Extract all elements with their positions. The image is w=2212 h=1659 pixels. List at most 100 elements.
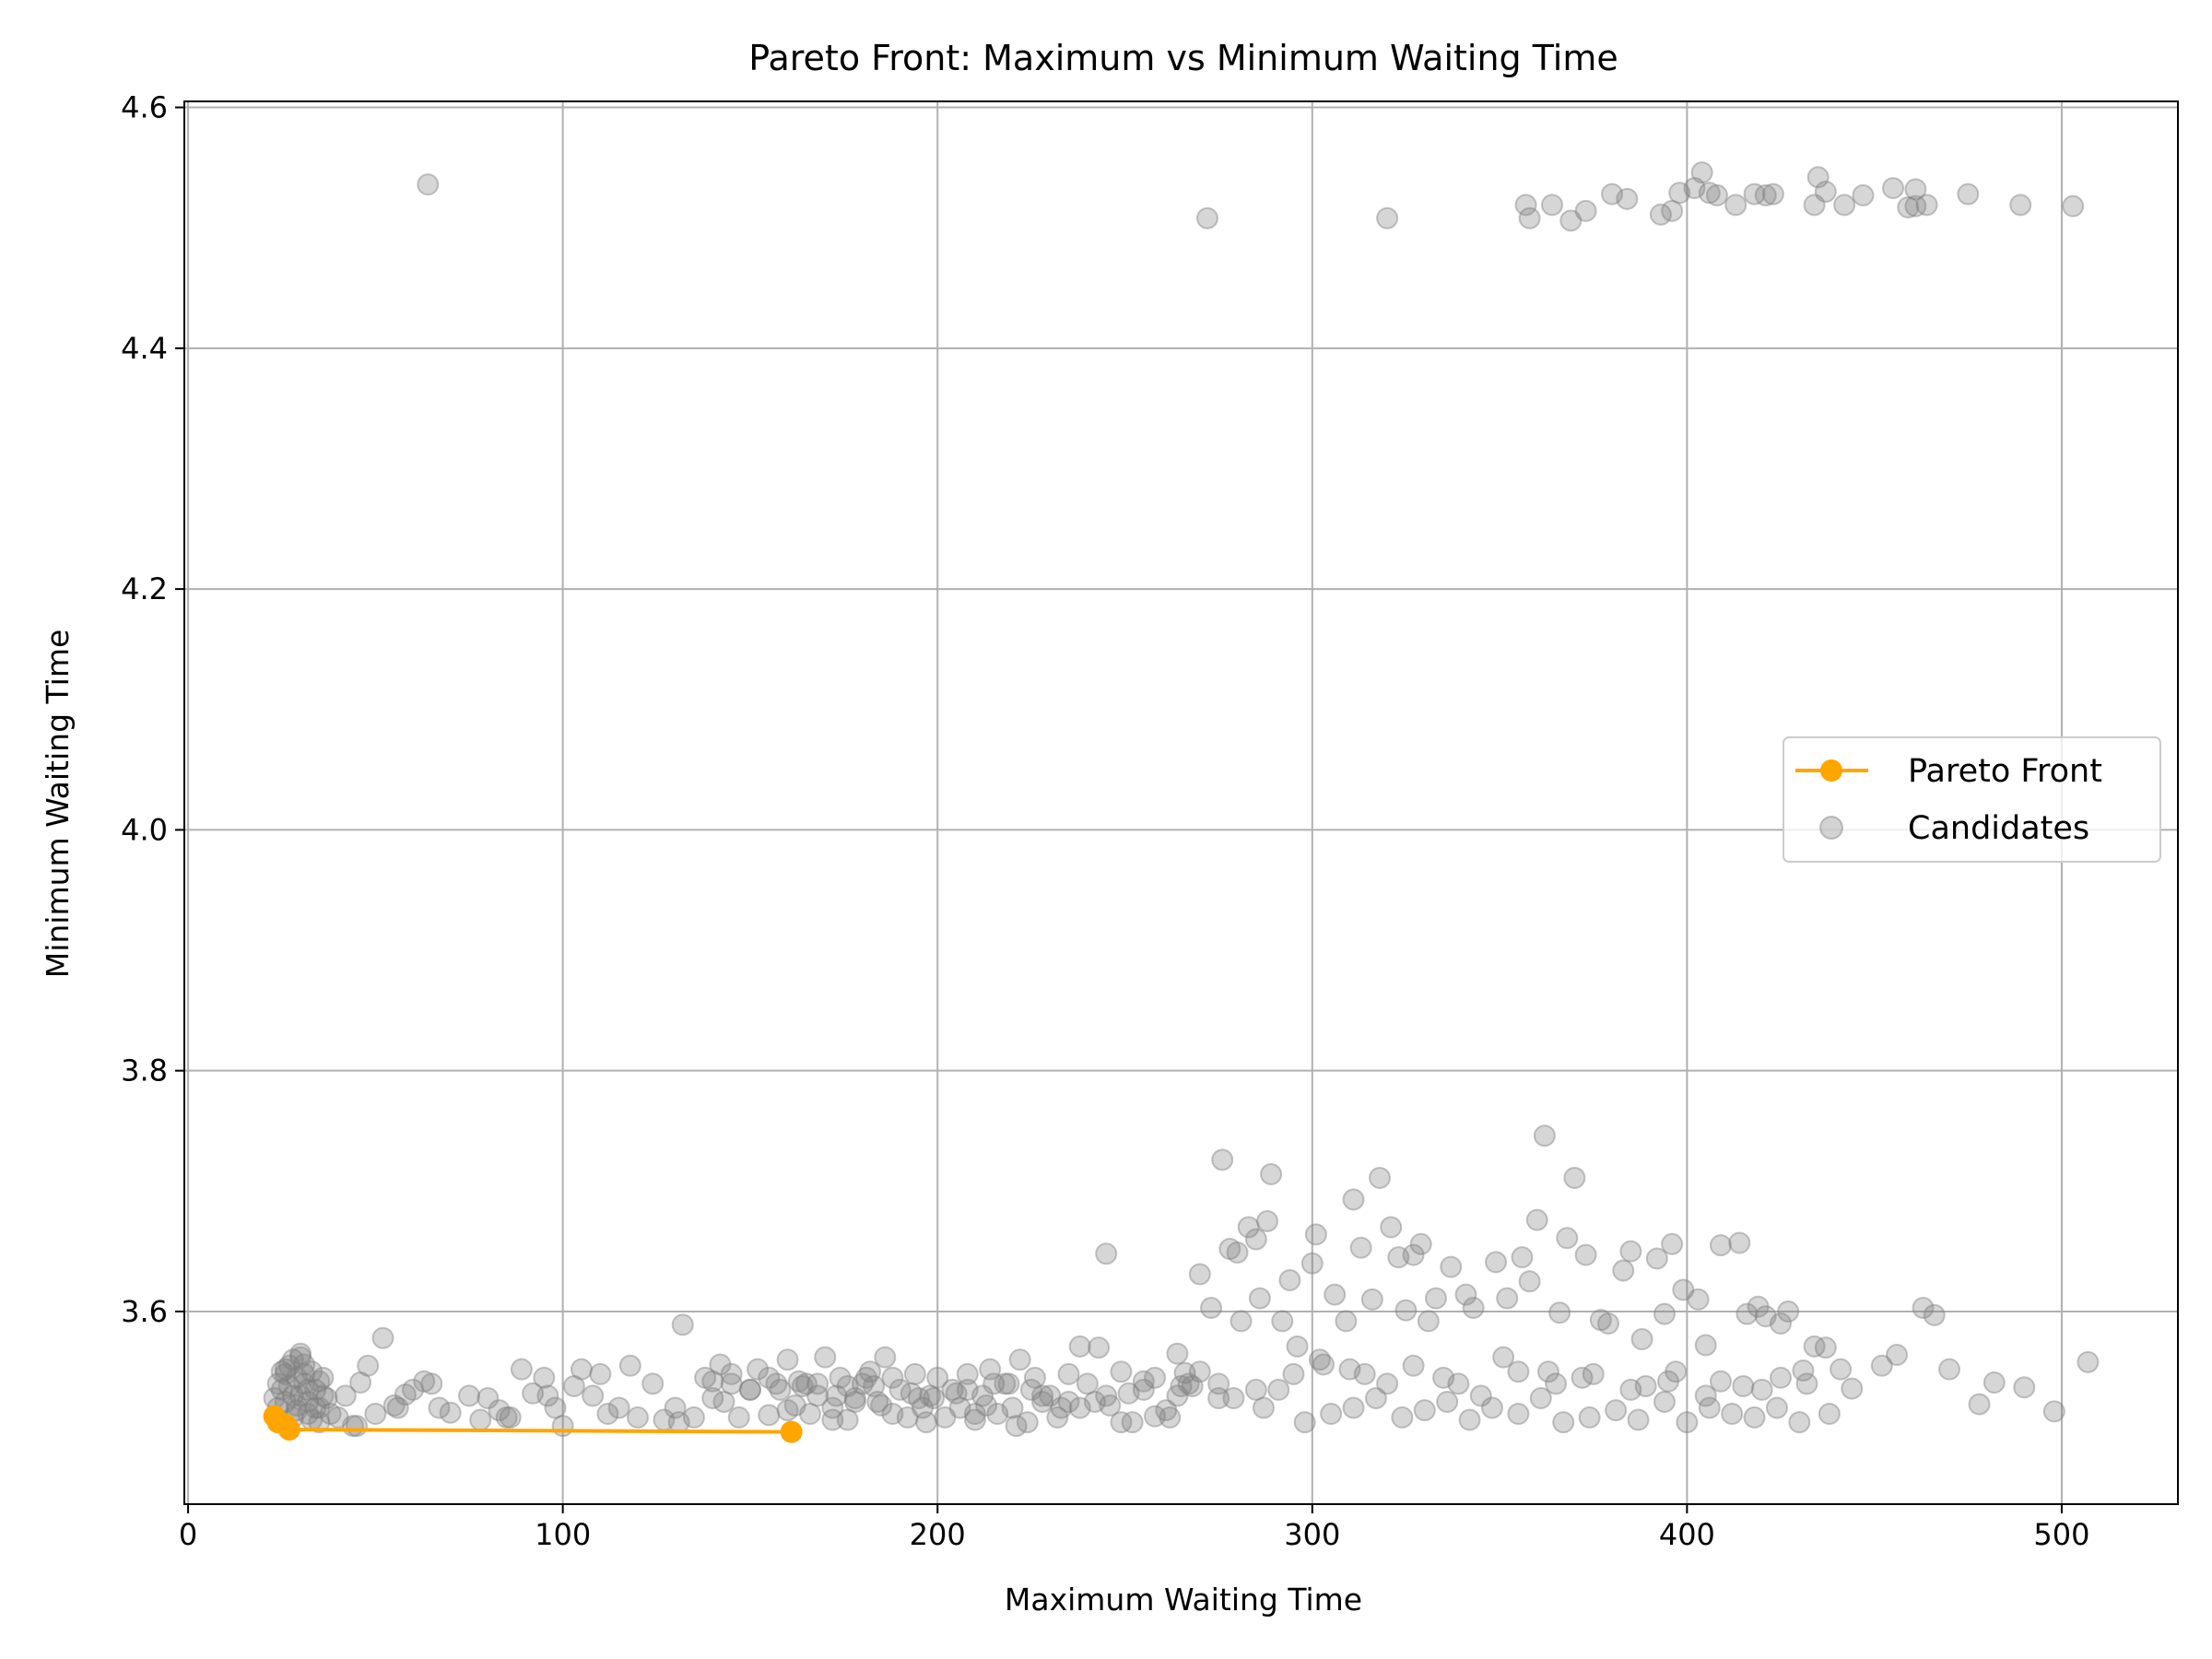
candidate-point: [1904, 178, 1927, 201]
candidate-point: [1582, 1362, 1605, 1385]
candidate-point: [1402, 1354, 1425, 1377]
candidate-point: [293, 1362, 316, 1385]
candidate-point: [417, 173, 440, 196]
candidate-point: [274, 1390, 297, 1413]
candidate-point: [798, 1403, 821, 1426]
candidate-point: [413, 1370, 436, 1393]
candidate-point: [562, 1374, 585, 1397]
candidate-point: [1188, 1263, 1211, 1286]
candidate-point: [304, 1378, 327, 1401]
candidate-point: [420, 1372, 443, 1395]
candidate-point: [941, 1378, 964, 1401]
candidate-point: [1376, 1372, 1399, 1395]
candidate-point: [1852, 183, 1875, 206]
candidate-point: [1649, 203, 1672, 226]
candidate-point: [1458, 1408, 1481, 1431]
candidate-point: [1391, 1406, 1414, 1429]
x-axis-label: Maximum Waiting Time: [1005, 1582, 1362, 1618]
candidate-point: [1841, 1377, 1864, 1400]
candidate-point: [1144, 1405, 1167, 1428]
candidate-point: [1957, 182, 1980, 206]
candidate-point: [1661, 1232, 1684, 1255]
candidate-point: [1349, 1236, 1372, 1259]
candidate-point: [270, 1360, 293, 1383]
candidate-point: [1653, 1302, 1676, 1325]
candidate-point: [1612, 1259, 1635, 1282]
candidate-point: [1039, 1384, 1062, 1407]
candidate-point: [874, 1346, 897, 1369]
candidate-point: [863, 1374, 886, 1397]
x-axis-ticks: 0 100 200 300 400 500: [179, 1504, 2089, 1552]
y-tick-label: 4.2: [121, 571, 168, 606]
candidate-point: [919, 1384, 942, 1407]
candidate-point: [1308, 1348, 1331, 1371]
candidate-point: [297, 1390, 320, 1413]
candidate-point: [1912, 1297, 1935, 1320]
candidate-point: [1616, 187, 1639, 210]
candidate-point: [1155, 1399, 1178, 1422]
candidate-point: [1447, 1372, 1470, 1395]
candidate-point: [1159, 1406, 1182, 1429]
candidate-point: [1897, 195, 1920, 218]
candidate-point: [274, 1362, 297, 1385]
candidate-point: [1267, 1378, 1290, 1401]
candidate-point: [1754, 183, 1777, 206]
candidate-point: [1095, 1384, 1118, 1407]
x-tick-label: 400: [1659, 1517, 1715, 1552]
candidate-point: [1188, 1360, 1211, 1383]
candidate-point: [274, 1358, 297, 1381]
legend: Pareto Front Candidates: [1783, 736, 2161, 863]
candidate-point: [1485, 1251, 1508, 1274]
candidate-point: [1394, 1299, 1418, 1322]
candidate-point: [1770, 1312, 1793, 1335]
x-tick-label: 0: [179, 1517, 197, 1552]
candidate-point: [1387, 1246, 1410, 1269]
candidate-point: [1601, 182, 1624, 206]
candidate-point: [923, 1387, 946, 1410]
candidate-point: [334, 1384, 357, 1407]
candidate-point: [281, 1348, 304, 1371]
candidate-point: [1132, 1378, 1155, 1401]
candidate-point: [671, 1313, 694, 1336]
candidate-point: [911, 1396, 934, 1419]
candidate-point: [1803, 194, 1826, 217]
candidate-point: [1068, 1396, 1091, 1419]
candidate-point: [1057, 1390, 1080, 1413]
candidate-point: [1597, 1312, 1619, 1335]
candidate-point: [618, 1354, 641, 1377]
candidate-point: [787, 1370, 810, 1393]
candidate-point: [1417, 1310, 1440, 1333]
candidate-point: [1046, 1406, 1069, 1429]
candidate-point: [312, 1384, 335, 1407]
candidate-point: [1256, 1209, 1279, 1232]
candidate-point: [1200, 1297, 1223, 1320]
candidate-point: [293, 1353, 316, 1376]
candidate-point: [1627, 1408, 1650, 1431]
candidate-point: [596, 1403, 619, 1426]
candidate-point: [1634, 1374, 1657, 1397]
candidate-point: [783, 1394, 806, 1417]
candidate-point: [814, 1346, 837, 1369]
candidate-point: [1368, 1166, 1391, 1189]
candidate-point: [1230, 1310, 1253, 1333]
legend-box: [1783, 736, 2161, 863]
candidate-point: [720, 1372, 743, 1395]
y-tick-label: 4.4: [121, 331, 168, 366]
candidate-point: [285, 1399, 308, 1422]
candidate-point: [896, 1406, 919, 1429]
candidate-point: [1083, 1390, 1106, 1413]
candidate-point: [1709, 1370, 1732, 1393]
candidate-point: [806, 1384, 830, 1407]
x-tick-label: 300: [1284, 1517, 1340, 1552]
candidate-point: [1181, 1374, 1204, 1397]
candidate-point: [308, 1411, 331, 1434]
candidate-point: [1237, 1216, 1260, 1239]
candidate-point: [1173, 1361, 1196, 1384]
candidate-point: [308, 1370, 331, 1393]
candidate-point: [277, 1354, 300, 1377]
candidate-point: [776, 1348, 799, 1371]
candidate-point: [1724, 194, 1747, 217]
candidate-point: [712, 1390, 735, 1413]
candidate-point: [1761, 182, 1784, 206]
candidate-point: [570, 1358, 593, 1381]
